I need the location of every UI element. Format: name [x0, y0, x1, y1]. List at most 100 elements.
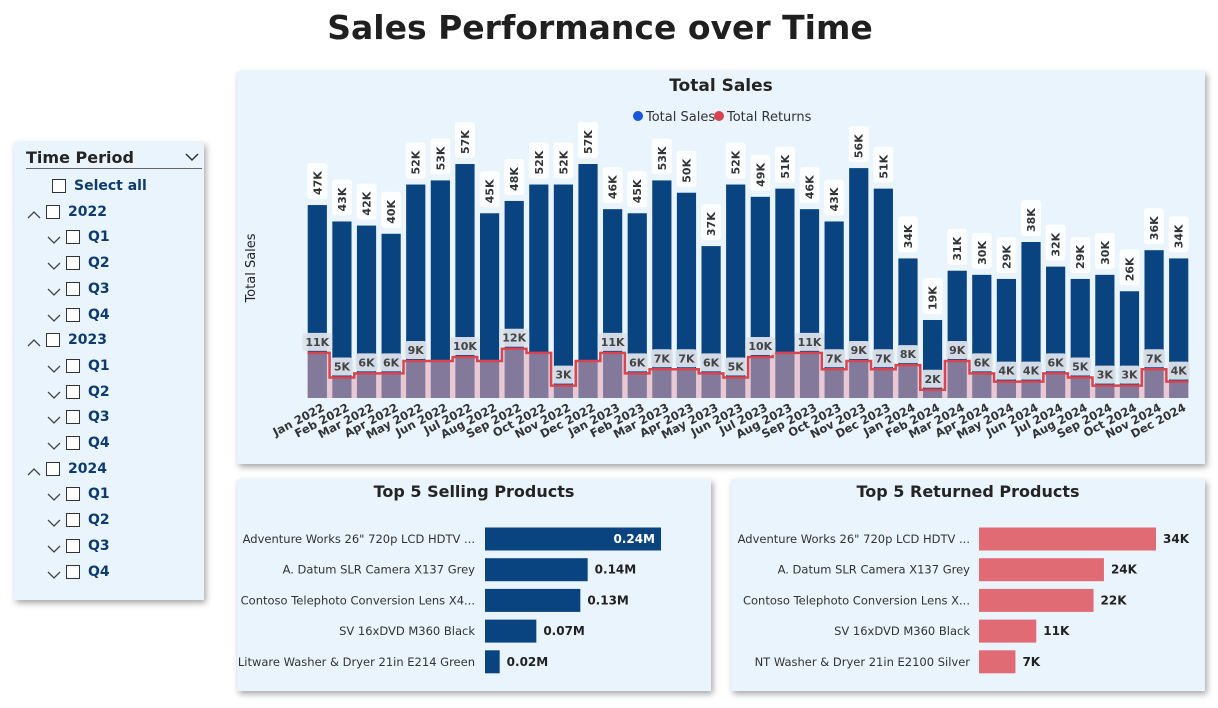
product-value-label: 0.02M	[507, 655, 549, 669]
sales-bar[interactable]	[775, 188, 795, 398]
top-selling-products-chart[interactable]: Top 5 Selling Products Adventure Works 2…	[237, 479, 711, 691]
chevron-down-icon[interactable]	[46, 540, 64, 553]
returns-data-label: 11K	[302, 332, 333, 351]
chevron-down-icon[interactable]	[46, 566, 64, 579]
checkbox[interactable]	[66, 307, 80, 322]
product-bar[interactable]	[979, 650, 1016, 674]
checkbox[interactable]	[66, 384, 80, 399]
product-bar[interactable]	[979, 588, 1094, 612]
returns-line[interactable]	[307, 347, 1189, 392]
checkbox[interactable]	[66, 513, 80, 528]
slicer-item-2022-q4[interactable]: Q4	[46, 305, 110, 325]
sales-bar[interactable]	[430, 180, 450, 398]
chevron-down-icon[interactable]	[46, 386, 64, 399]
returns-data-label: 5K	[724, 357, 747, 376]
slicer-item-year-2023[interactable]: 2023	[26, 330, 107, 350]
chevron-up-icon[interactable]	[26, 463, 44, 476]
checkbox[interactable]	[66, 230, 80, 245]
chevron-up-icon[interactable]	[26, 334, 44, 347]
chevron-up-icon[interactable]	[26, 206, 44, 219]
checkbox[interactable]	[46, 204, 60, 219]
returns-data-label: 6K	[355, 353, 378, 372]
checkbox[interactable]	[66, 410, 80, 425]
sales-bar[interactable]	[996, 278, 1017, 398]
returns-data-label: 9K	[946, 341, 969, 360]
slicer-item-2022-q1[interactable]: Q1	[46, 227, 110, 247]
slicer-item-2024-q3[interactable]: Q3	[46, 536, 110, 556]
product-bar[interactable]	[979, 558, 1104, 582]
chart-legend[interactable]: Total Sales Total Returns	[633, 110, 812, 125]
sales-bar[interactable]	[479, 213, 500, 398]
total-sales-chart[interactable]: Total Sales Total Sales Total Returns To…	[237, 71, 1205, 464]
checkbox[interactable]	[66, 358, 80, 373]
product-bar[interactable]	[485, 558, 588, 582]
product-bar[interactable]	[485, 527, 661, 551]
sales-bar[interactable]	[578, 164, 598, 398]
checkbox[interactable]	[66, 281, 80, 296]
chevron-down-icon[interactable]	[184, 148, 200, 167]
product-bar[interactable]	[979, 527, 1156, 551]
chevron-down-icon[interactable]	[46, 488, 64, 502]
slicer-item-2024-q2[interactable]: Q2	[46, 510, 110, 530]
chevron-down-icon[interactable]	[46, 257, 64, 271]
slicer-header[interactable]: Time Period	[26, 148, 202, 169]
checkbox[interactable]	[52, 179, 66, 193]
sales-bar[interactable]	[529, 184, 549, 398]
slicer-item-2022-q2[interactable]: Q2	[46, 253, 110, 273]
sales-data-label-text: 43K	[828, 187, 841, 211]
product-bar[interactable]	[485, 650, 500, 674]
sales-bar[interactable]	[553, 184, 574, 398]
sales-data-label-text: 40K	[385, 199, 398, 223]
slicer-item-2022-q3[interactable]: Q3	[46, 279, 110, 299]
chevron-down-icon[interactable]	[46, 437, 64, 450]
chevron-down-icon[interactable]	[46, 231, 64, 245]
slicer-item-2023-q4[interactable]: Q4	[46, 433, 110, 453]
sales-data-label-text: 46K	[804, 175, 817, 199]
checkbox[interactable]	[66, 538, 80, 553]
chevron-down-icon[interactable]	[46, 309, 64, 322]
sales-bar[interactable]	[652, 180, 672, 398]
sales-bar[interactable]	[1021, 242, 1041, 398]
sales-data-label-text: 50K	[680, 158, 693, 182]
sales-bar[interactable]	[849, 168, 869, 398]
returns-data-label-text: 3K	[1097, 369, 1114, 382]
product-value-label: 7K	[1022, 655, 1040, 669]
slicer-item-2023-q1[interactable]: Q1	[46, 356, 110, 376]
sales-bar[interactable]	[726, 184, 746, 398]
slicer-item-label: Q2	[88, 512, 110, 529]
chevron-down-icon[interactable]	[46, 411, 64, 425]
slicer-item-2024-q1[interactable]: Q1	[46, 484, 110, 504]
product-bar[interactable]	[485, 619, 537, 643]
product-value-label: 0.24M	[613, 532, 655, 546]
sales-data-label-text: 29K	[1074, 245, 1087, 269]
sales-data-label: 42K	[356, 183, 377, 220]
slicer-item-label: Q2	[88, 383, 110, 400]
product-bar[interactable]	[485, 588, 581, 612]
checkbox[interactable]	[66, 564, 80, 579]
returns-data-label: 6K	[626, 353, 649, 372]
checkbox[interactable]	[46, 461, 60, 476]
checkbox[interactable]	[66, 436, 80, 450]
slicer-item-year-2022[interactable]: 2022	[26, 202, 107, 222]
slicer-item-year-2024[interactable]: 2024	[26, 459, 107, 479]
slicer-item-2024-q4[interactable]: Q4	[46, 562, 110, 582]
slicer-item-2023-q2[interactable]: Q2	[46, 382, 110, 402]
returns-data-label: 7K	[872, 349, 895, 368]
sales-data-label-text: 38K	[1025, 208, 1038, 232]
checkbox[interactable]	[66, 256, 80, 271]
returns-data-label-text: 7K	[875, 352, 892, 365]
top-returned-products-chart[interactable]: Top 5 Returned Products Adventure Works …	[731, 479, 1205, 691]
product-bar[interactable]	[979, 619, 1037, 643]
sales-bar[interactable]	[627, 213, 647, 398]
sales-bar[interactable]	[332, 221, 352, 398]
sales-bar[interactable]	[676, 192, 697, 398]
checkbox[interactable]	[46, 333, 60, 348]
slicer-item-2023-q3[interactable]: Q3	[46, 407, 110, 427]
checkbox[interactable]	[66, 487, 80, 502]
product-label: SV 16xDVD M360 Black	[834, 624, 970, 638]
chevron-down-icon[interactable]	[46, 283, 64, 296]
chevron-down-icon[interactable]	[46, 360, 64, 373]
chevron-down-icon[interactable]	[46, 514, 64, 528]
slicer-item-select-all[interactable]: Select all	[32, 176, 147, 196]
sales-bar[interactable]	[873, 188, 893, 398]
